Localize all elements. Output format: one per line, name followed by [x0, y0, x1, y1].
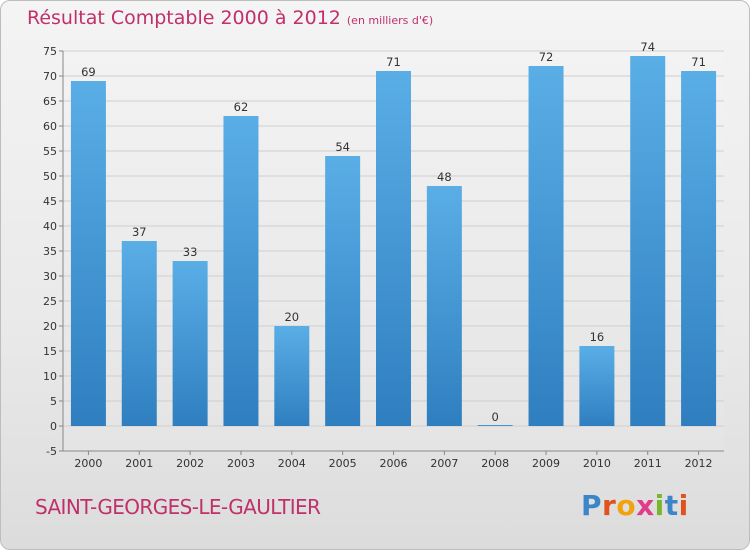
bar	[376, 71, 411, 426]
x-tick-label: 2009	[532, 457, 560, 470]
bar	[70, 81, 106, 426]
data-label: 0	[492, 410, 499, 424]
x-tick-label: 2001	[125, 457, 153, 470]
bar	[121, 241, 157, 426]
x-tick-label: 2007	[430, 457, 458, 470]
y-tick-label: 50	[43, 170, 57, 183]
bar	[426, 186, 462, 426]
data-label: 37	[132, 225, 147, 239]
x-tick-label: 2000	[74, 457, 102, 470]
proxiti-logo[interactable]: Proxiti	[581, 489, 689, 522]
data-label: 20	[284, 310, 299, 324]
y-tick-label: 35	[43, 245, 57, 258]
x-tick-label: 2012	[685, 457, 713, 470]
data-label: 62	[234, 100, 249, 114]
data-label: 48	[437, 170, 452, 184]
y-tick-label: 70	[43, 70, 57, 83]
data-label: 69	[81, 65, 96, 79]
data-label: 54	[335, 140, 350, 154]
bar	[172, 261, 208, 426]
bar	[325, 156, 361, 426]
chart-title-block: Résultat Comptable 2000 à 2012 (en millie…	[27, 7, 433, 29]
x-tick-label: 2004	[278, 457, 306, 470]
bar	[274, 326, 310, 426]
bar	[223, 116, 259, 426]
x-tick-label: 2002	[176, 457, 204, 470]
y-tick-label: 10	[43, 370, 57, 383]
x-tick-label: 2011	[634, 457, 662, 470]
y-tick-label: 75	[43, 45, 57, 58]
bar	[477, 425, 513, 426]
data-label: 74	[640, 40, 655, 54]
x-tick-label: 2003	[227, 457, 255, 470]
y-tick-label: 30	[43, 270, 57, 283]
plot-area: -5 0 5 10 15 20 25 30 35 40 45 50 55 60 65 70 75 69 2000 37…	[43, 40, 724, 470]
y-tick-label: -5	[46, 445, 57, 458]
x-tick-label: 2010	[583, 457, 611, 470]
y-tick-label: 40	[43, 220, 57, 233]
y-tick-label: 55	[43, 145, 57, 158]
data-label: 16	[590, 330, 605, 344]
y-tick-label: 15	[43, 345, 57, 358]
commune-name: SAINT-GEORGES-LE-GAULTIER	[35, 495, 321, 519]
bar	[681, 71, 717, 426]
y-tick-label: 20	[43, 320, 57, 333]
y-tick-label: 5	[50, 395, 57, 408]
x-tick-label: 2006	[380, 457, 408, 470]
data-label: 72	[539, 50, 554, 64]
bar	[630, 56, 666, 426]
y-tick-label: 60	[43, 120, 57, 133]
bar	[528, 66, 564, 426]
x-tick-label: 2005	[329, 457, 357, 470]
chart-unit: (en milliers d'€)	[346, 14, 434, 27]
bar	[579, 346, 615, 426]
y-tick-label: 0	[50, 420, 57, 433]
data-label: 71	[691, 55, 706, 69]
x-tick-label: 2008	[481, 457, 509, 470]
y-tick-label: 45	[43, 195, 57, 208]
data-label: 71	[386, 55, 401, 69]
y-tick-label: 65	[43, 95, 57, 108]
chart-title: Résultat Comptable 2000 à 2012	[27, 7, 341, 29]
y-tick-label: 25	[43, 295, 57, 308]
data-label: 33	[183, 245, 198, 259]
